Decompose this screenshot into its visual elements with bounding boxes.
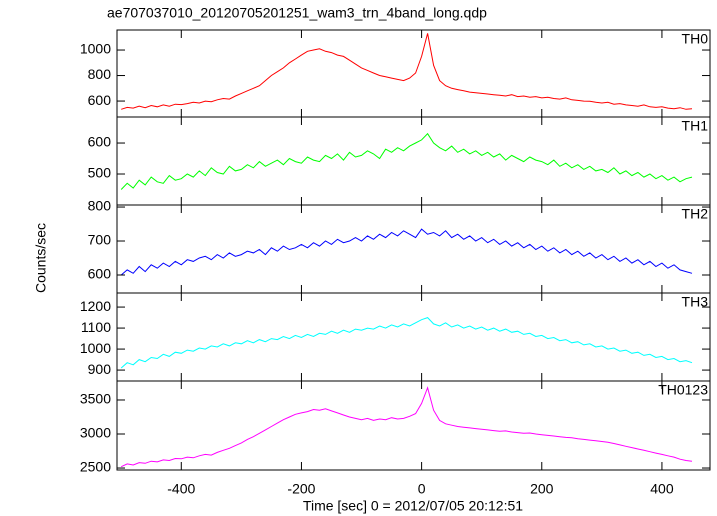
x-tick-label: 200 [530,481,554,497]
y-tick-label: 3000 [80,425,111,441]
y-tick-label: 1200 [80,298,111,314]
panel-label: TH0123 [658,382,708,398]
y-tick-label: 1100 [81,319,111,335]
light-curve [120,386,693,468]
y-tick-label: 900 [88,361,112,377]
panel-frame [116,292,711,382]
y-tick-label: 1000 [80,41,111,57]
light-curve [120,228,693,276]
light-curve [121,33,693,110]
panel-frame [116,116,711,206]
light-curve [120,132,693,190]
x-tick-label: 400 [650,481,674,497]
y-tick-label: 600 [88,92,112,108]
panel-frame [116,204,711,294]
x-axis-label: Time [sec] 0 = 2012/07/05 20:12:51 [303,498,523,514]
x-tick-label: -200 [287,481,315,497]
y-tick-label: 700 [88,232,112,248]
y-tick-label: 800 [88,66,112,82]
panel-label: TH2 [682,206,709,222]
panel-frame [116,380,711,471]
panel-label: TH0 [682,31,709,47]
y-tick-label: 600 [88,134,112,150]
x-tick-label: 0 [418,481,426,497]
y-tick-label: 500 [88,165,112,181]
y-tick-label: 800 [88,198,112,214]
panel-label: TH1 [682,118,709,134]
y-tick-label: 1000 [80,340,111,356]
panel-label: TH3 [682,294,709,310]
y-tick-label: 600 [88,266,112,282]
light-curve [120,317,693,369]
y-axis-label: Counts/sec [33,223,49,293]
y-tick-label: 2500 [80,459,111,475]
chart-title: ae707037010_20120705201251_wam3_trn_4ban… [107,5,487,21]
y-tick-label: 3500 [80,391,111,407]
x-tick-label: -400 [167,481,195,497]
